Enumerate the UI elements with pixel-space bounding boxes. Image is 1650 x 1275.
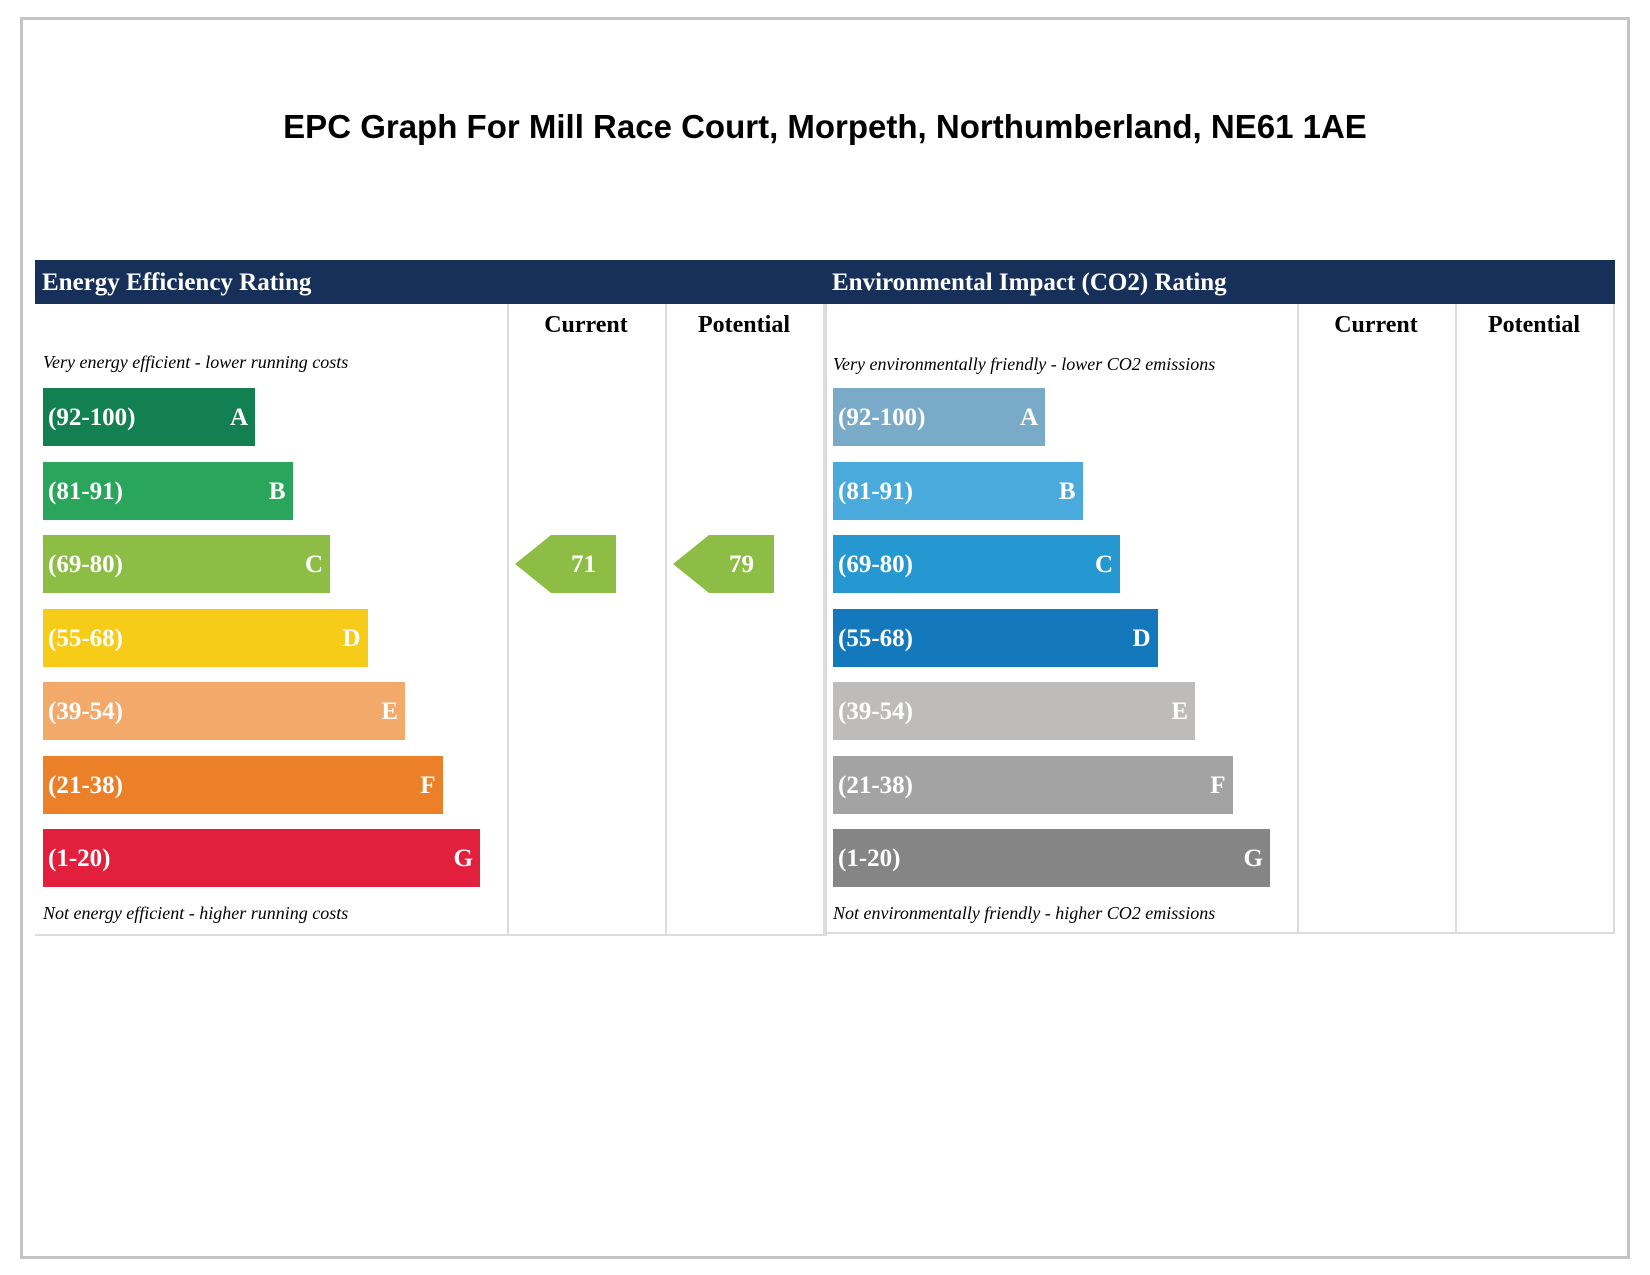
environmental-band-letter-label: C (1094, 551, 1113, 578)
energy-band-g: (1-20) G (43, 829, 480, 887)
energy-band-e: (39-54) E (43, 682, 405, 740)
environmental-impact-header: Environmental Impact (CO2) Rating (825, 260, 1615, 304)
energy-top-note: Very energy efficient - lower running co… (43, 352, 349, 372)
energy-divider-3 (823, 304, 825, 936)
energy-band-range-label: (39-54) (48, 698, 123, 725)
energy-band-a: (92-100) A (43, 388, 255, 446)
environmental-band-b: (81-91) B (833, 461, 1083, 520)
energy-rating-arrow-shape (515, 535, 616, 593)
environmental-band-letter-label: D (1132, 624, 1151, 652)
energy-rating-arrow-shape (673, 535, 774, 593)
environmental-band-c: (69-80) C (833, 535, 1120, 593)
energy-efficiency-header: Energy Efficiency Rating (35, 260, 825, 304)
environmental-band-letter-label: A (1019, 404, 1038, 431)
energy-rating-value: 71 (571, 551, 596, 578)
energy-band-c: (69-80) C (43, 535, 330, 593)
environmental-divider-3 (1613, 304, 1615, 934)
environmental-band-a: (92-100) A (833, 388, 1045, 446)
environmental-divider-1 (1297, 304, 1299, 934)
energy-band-letter-label: A (229, 404, 248, 431)
environmental-band-range-label: (39-54) (838, 698, 913, 725)
energy-rating-value: 79 (729, 551, 754, 578)
energy-band-f: (21-38) F (43, 755, 443, 814)
environmental-band-range-label: (55-68) (838, 624, 913, 652)
energy-potential-column-header: Potential (698, 312, 790, 338)
energy-band-letter-label: E (381, 698, 398, 725)
environmental-band-f: (21-38) F (833, 755, 1233, 814)
environmental-bottom-rule (825, 932, 1615, 934)
energy-band-letter-label: B (268, 477, 286, 505)
energy-efficiency-panel: Energy Efficiency Rating Current Potenti… (35, 260, 825, 936)
environmental-band-range-label: (69-80) (838, 551, 913, 578)
energy-band-d: (55-68) D (43, 608, 368, 667)
environmental-band-letter-label: E (1171, 698, 1188, 725)
energy-divider-1 (507, 304, 509, 934)
environmental-current-column-header: Current (1334, 312, 1418, 338)
environmental-potential-column-header: Potential (1488, 312, 1580, 338)
environmental-band-e: (39-54) E (833, 682, 1195, 740)
page-title: EPC Graph For Mill Race Court, Morpeth, … (283, 108, 1367, 145)
energy-bottom-note: Not energy efficient - higher running co… (43, 903, 349, 923)
environmental-divider-0 (825, 304, 827, 936)
environmental-band-letter-label: B (1058, 477, 1076, 505)
energy-band-letter-label: C (304, 551, 323, 578)
energy-band-range-label: (81-91) (48, 477, 123, 505)
environmental-impact-panel: Environmental Impact (CO2) Rating Curren… (825, 260, 1615, 936)
energy-band-range-label: (55-68) (48, 624, 123, 652)
environmental-band-range-label: (92-100) (838, 404, 926, 431)
energy-band-letter-label: D (342, 624, 361, 652)
energy-band-range-label: (21-38) (48, 771, 123, 799)
energy-band-letter-label: F (420, 771, 436, 799)
energy-band-range-label: (92-100) (48, 404, 136, 431)
environmental-band-range-label: (21-38) (838, 771, 913, 799)
energy-current-rating-arrow: 71 (515, 535, 616, 593)
environmental-top-note: Very environmentally friendly - lower CO… (833, 354, 1216, 374)
energy-potential-rating-arrow: 79 (673, 535, 774, 593)
environmental-divider-2 (1455, 304, 1457, 934)
energy-band-range-label: (69-80) (48, 551, 123, 578)
energy-bottom-rule (35, 934, 825, 936)
energy-band-letter-label: G (453, 845, 473, 872)
energy-band-b: (81-91) B (43, 461, 293, 520)
energy-current-column-header: Current (544, 312, 628, 338)
environmental-band-range-label: (81-91) (838, 477, 913, 505)
environmental-band-letter-label: G (1243, 845, 1263, 872)
environmental-band-letter-label: F (1210, 771, 1226, 799)
environmental-band-range-label: (1-20) (838, 845, 901, 872)
environmental-band-d: (55-68) D (833, 608, 1158, 667)
energy-band-range-label: (1-20) (48, 845, 111, 872)
energy-divider-2 (665, 304, 667, 936)
environmental-band-g: (1-20) G (833, 829, 1270, 887)
environmental-bottom-note: Not environmentally friendly - higher CO… (833, 903, 1216, 923)
